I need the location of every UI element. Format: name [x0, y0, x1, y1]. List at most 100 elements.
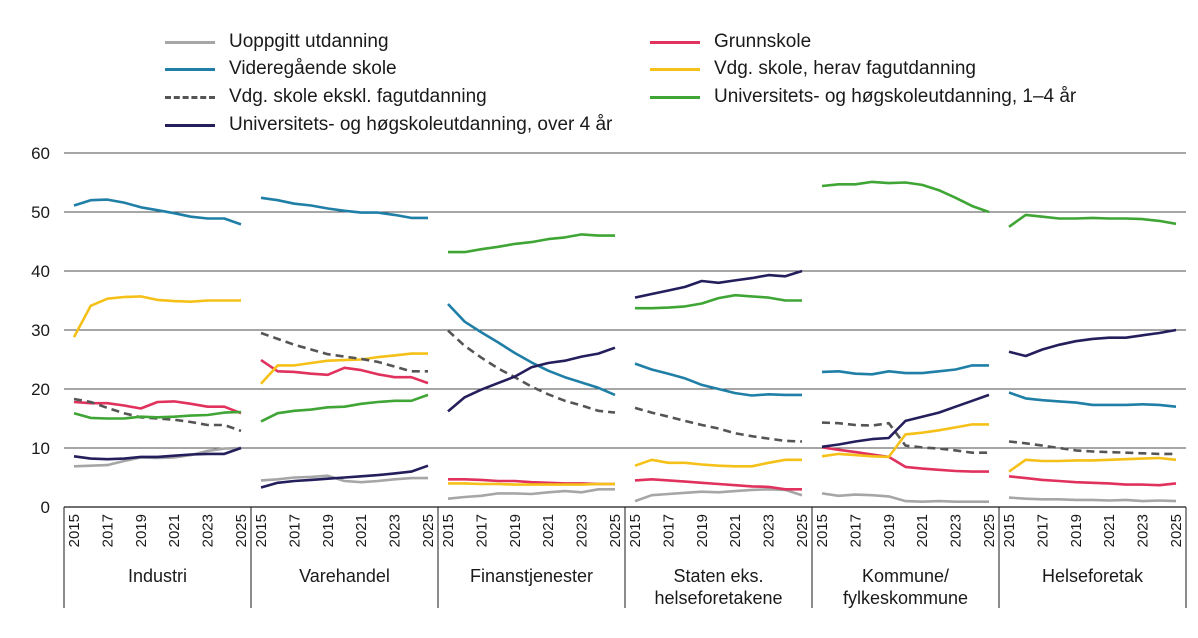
- legend-item-universitets-og-h-gskoleutdanning-1-4-a-r: Universitets- og høgskoleutdanning, 1–4 …: [650, 84, 1076, 110]
- series-lines: [72, 180, 1177, 504]
- x-tick-label: 2021: [914, 514, 931, 547]
- legend-item-universitets-og-h-gskoleutdanning-over-4-a-r: Universitets- og høgskoleutdanning, over…: [165, 112, 612, 138]
- x-tick-label: 2023: [574, 514, 591, 547]
- series-line-grunnskole: [260, 359, 429, 385]
- series-line-viderega-ende-skole: [821, 364, 989, 376]
- x-tick-label: 2025: [981, 514, 998, 547]
- series-line-vdg-skole-herav-fagutdanning: [634, 458, 802, 468]
- y-tick-label: 20: [31, 380, 50, 399]
- axes: 0 10 20 30 40 50 60 2015 2017 2019 2021 2023 2025 Ind…: [31, 144, 1187, 608]
- series-line-universitets-og-h-gskoleutdanning-1-4-a-r: [821, 180, 990, 214]
- series-line-universitets-og-h-gskoleutdanning-over-4-a-r: [73, 446, 242, 461]
- legend-label: Grunnskole: [714, 31, 812, 52]
- series-line-vdg-skole-ekskl-fagutdanning: [634, 406, 803, 443]
- series-line-vdg-skole-herav-fagutdanning: [448, 482, 615, 486]
- x-tick-label: 2019: [133, 514, 150, 547]
- x-tick-label: 2017: [286, 514, 303, 547]
- x-tick-label: 2017: [99, 514, 116, 547]
- x-tick-label: 2015: [627, 514, 644, 547]
- panel-industri: [72, 198, 242, 468]
- legend-swatch: [165, 95, 215, 99]
- series-line-vdg-skole-ekskl-fagutdanning: [447, 329, 616, 414]
- panel-label: Finanstjenester: [470, 566, 593, 586]
- panel-finanstjenester: [447, 233, 616, 500]
- x-tick-label: 2023: [1135, 514, 1152, 547]
- x-tick-label: 2021: [540, 514, 557, 547]
- panel-label: Helseforetak: [1042, 566, 1144, 586]
- x-tick-label: 2023: [200, 514, 217, 547]
- series-line-universitets-og-h-gskoleutdanning-1-4-a-r: [448, 233, 615, 254]
- series-line-viderega-ende-skole: [447, 303, 616, 397]
- panel-helseforetak: [1008, 213, 1177, 503]
- x-tick-label: 2017: [660, 514, 677, 547]
- legend-swatch: [165, 123, 215, 127]
- series-line-vdg-skole-herav-fagutdanning: [1008, 456, 1177, 473]
- x-tick-label: 2021: [1101, 514, 1118, 547]
- series-line-grunnskole: [634, 477, 802, 491]
- y-tick-label: 60: [31, 144, 50, 163]
- legend-item-grunnskole: Grunnskole: [650, 29, 811, 55]
- legend-item-vdg-skole-ekskl-fagutdanning: Vdg. skole ekskl. fagutdanning: [165, 84, 487, 110]
- x-tick-label: 2023: [948, 514, 965, 547]
- series-line-uoppgitt-utdanning: [821, 492, 989, 504]
- series-line-universitets-og-h-gskoleutdanning-1-4-a-r: [73, 410, 242, 420]
- x-tick-label: 2025: [794, 514, 811, 547]
- x-tick-label: 2021: [166, 514, 183, 547]
- x-tick-label: 2017: [473, 514, 490, 547]
- y-tick-label: 40: [31, 262, 50, 281]
- series-line-vdg-skole-herav-fagutdanning: [260, 352, 428, 385]
- panel-label: Staten eks.: [673, 566, 763, 586]
- x-tick-label: 2023: [761, 514, 778, 547]
- panel-label: Kommune/: [862, 566, 949, 586]
- legend-swatch: [650, 95, 700, 99]
- series-line-viderega-ende-skole: [634, 362, 802, 397]
- legend-swatch: [650, 40, 700, 44]
- panel-label: fylkeskommune: [843, 588, 968, 608]
- series-line-viderega-ende-skole: [260, 196, 428, 220]
- series-line-universitets-og-h-gskoleutdanning-over-4-a-r: [1008, 328, 1177, 358]
- legend-label: Universitets- og høgskoleutdanning, over…: [229, 114, 613, 135]
- y-tick-label: 10: [31, 439, 50, 458]
- series-line-universitets-og-h-gskoleutdanning-over-4-a-r: [260, 464, 429, 489]
- series-line-uoppgitt-utdanning: [634, 487, 803, 503]
- x-tick-label: 2023: [387, 514, 404, 547]
- panel-label: Varehandel: [299, 566, 390, 586]
- series-line-vdg-skole-ekskl-fagutdanning: [73, 397, 242, 433]
- x-tick-label: 2019: [507, 514, 524, 547]
- series-line-grunnskole: [821, 446, 989, 473]
- x-tick-label: 2019: [320, 514, 337, 547]
- panel-kommune-fylkeskommune: [821, 180, 990, 504]
- legend-label: Vdg. skole ekskl. fagutdanning: [229, 86, 487, 107]
- legend-swatch: [650, 67, 700, 71]
- series-line-universitets-og-h-gskoleutdanning-over-4-a-r: [634, 269, 803, 299]
- series-line-vdg-skole-ekskl-fagutdanning: [1008, 440, 1176, 456]
- series-line-uoppgitt-utdanning: [447, 487, 615, 500]
- x-tick-label: 2015: [814, 514, 831, 547]
- series-line-grunnskole: [1008, 475, 1177, 487]
- x-tick-label: 2021: [353, 514, 370, 547]
- x-tick-label: 2025: [420, 514, 437, 547]
- legend-swatch: [165, 40, 215, 44]
- x-tick-label: 2025: [233, 514, 250, 547]
- series-line-universitets-og-h-gskoleutdanning-over-4-a-r: [821, 393, 990, 449]
- y-tick-label: 50: [31, 203, 50, 222]
- series-line-uoppgitt-utdanning: [1008, 496, 1177, 503]
- legend-item-viderega-ende-skole: Videregående skole: [165, 56, 397, 82]
- y-tick-label: 30: [31, 321, 50, 340]
- series-line-vdg-skole-ekskl-fagutdanning: [821, 421, 989, 455]
- panel-staten-eks-helseforetakene: [634, 269, 803, 503]
- x-tick-label: 2015: [1001, 514, 1018, 547]
- panel-label: helseforetakene: [654, 588, 782, 608]
- gridlines: [64, 152, 1186, 449]
- series-line-uoppgitt-utdanning: [260, 474, 428, 484]
- x-tick-label: 2015: [66, 514, 83, 547]
- x-tick-label: 2015: [253, 514, 270, 547]
- x-tick-label: 2019: [1068, 514, 1085, 547]
- series-line-vdg-skole-herav-fagutdanning: [72, 295, 241, 338]
- series-line-grunnskole: [73, 400, 242, 415]
- legend-label: Universitets- og høgskoleutdanning, 1–4 …: [714, 86, 1077, 107]
- series-line-universitets-og-h-gskoleutdanning-1-4-a-r: [1008, 213, 1177, 228]
- x-tick-label: 2015: [440, 514, 457, 547]
- legend-label: Videregående skole: [229, 58, 397, 79]
